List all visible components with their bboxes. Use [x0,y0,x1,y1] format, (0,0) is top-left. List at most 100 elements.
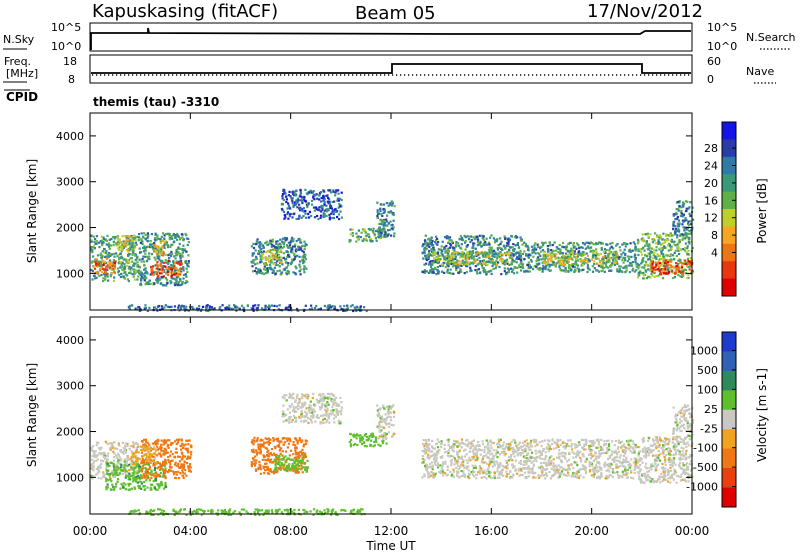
power-cell [523,270,526,273]
power-cell [142,277,145,280]
power-cell [268,241,271,244]
power-cell [470,239,473,242]
power-cell [95,257,98,261]
power-cell [667,268,670,271]
power-cell [657,274,660,277]
power-cell [282,210,286,213]
power-cell [683,228,686,231]
velocity-cell [302,451,305,454]
nave-label: Nave [746,65,774,78]
velocity-cell [305,468,308,471]
power-cell [305,216,308,219]
power-cell [337,213,341,216]
power-cell [620,270,623,273]
power-cell [567,250,570,253]
power-cell [100,241,103,244]
velocity-cell [113,472,116,475]
power-cell [311,191,314,194]
power-cell [476,268,479,272]
freq-panel: Freq. [MHz] 18 8 60 0 Nave [3,54,776,86]
power-cell [690,240,693,243]
velocity-cell [128,475,131,478]
velocity-cell [273,438,276,441]
power-cell [290,198,294,201]
power-cell [259,269,262,272]
power-cell [148,252,151,255]
power-cell [568,257,571,260]
power-cell [592,249,595,252]
power-cell [435,242,438,245]
power-cell [291,197,294,200]
power-cell [264,268,267,271]
power-cell [437,270,440,273]
power-cell [184,260,187,263]
power-cell [328,198,331,201]
power-cell [496,247,499,250]
velocity-cell [92,452,96,455]
power-cell [297,309,300,312]
power-cell [651,264,654,267]
power-cell [131,248,134,251]
power-cell [105,239,108,242]
power-cell [638,274,641,277]
power-cell [681,219,685,222]
power-cell [628,255,631,258]
power-cell [282,198,285,202]
power-cell [390,234,393,237]
velocity-cell [300,440,303,444]
power-cell [646,248,649,251]
power-cell [285,271,288,274]
power-cell [650,260,653,263]
power-cell [439,258,442,261]
power-cell [686,262,689,265]
power-cell [626,243,629,246]
power-cell [608,253,611,256]
power-cell [683,237,686,240]
power-cell [499,237,502,240]
power-cell [662,260,665,263]
power-cell [463,272,466,275]
power-cell [645,255,648,258]
power-cell [169,245,172,248]
power-cell [180,261,183,264]
power-cell [674,249,677,252]
power-cell [288,214,291,218]
power-cell [678,225,681,228]
power-cell [518,266,521,269]
power-cell [641,233,644,236]
velocity-cell [173,473,176,476]
velocity-cell [139,477,142,480]
power-cell [272,244,275,248]
velocity-cell [280,447,283,450]
power-cell [443,236,447,239]
velocity-cell [302,443,306,446]
velocity-cell [190,450,193,453]
power-cell [510,235,513,238]
power-cell [374,229,377,233]
power-cell [666,254,669,257]
velocity-cell [270,448,274,451]
power-cell [558,244,561,247]
power-cell [469,270,472,273]
power-cell [109,254,112,257]
power-cell [462,255,465,258]
power-cell [198,305,201,308]
velocity-cell [304,442,308,445]
velocity-region [273,454,310,473]
power-cell [561,252,564,255]
power-cell [92,235,95,238]
velocity-cell [256,437,259,440]
power-cell [579,258,582,261]
power-cell [279,238,282,241]
velocity-cell [187,465,190,468]
velocity-cell [306,459,309,462]
velocity-cell [288,437,291,440]
velocity-cell [105,488,108,491]
power-cell [246,304,249,308]
power-cell [674,218,677,221]
power-cell [332,211,335,214]
power-cell [682,213,685,216]
velocity-cell [156,442,159,445]
velocity-cell [276,437,280,440]
velocity-cell [153,487,156,490]
